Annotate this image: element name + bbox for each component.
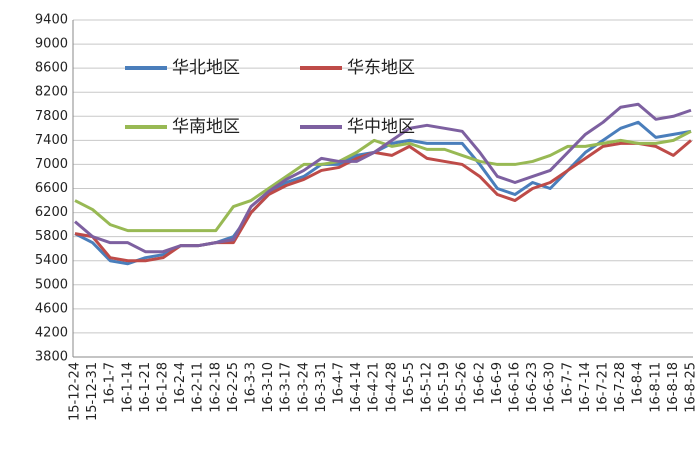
series-line bbox=[74, 102, 692, 254]
y-tick-label: 6200 bbox=[35, 205, 68, 220]
x-tick-label: 16-4-7 bbox=[332, 362, 347, 404]
x-tick-label: 16-3-24 bbox=[296, 362, 311, 413]
x-tick-label: 16-3-31 bbox=[314, 362, 329, 413]
y-tick-label: 9000 bbox=[35, 37, 68, 52]
x-tick-label: 16-7-7 bbox=[560, 362, 575, 404]
x-tick-label: 16-1-7 bbox=[103, 362, 118, 404]
x-tick-label: 16-2-11 bbox=[191, 362, 206, 413]
legend-label: 华北地区 bbox=[172, 58, 240, 78]
y-tick-label: 7000 bbox=[35, 157, 68, 172]
y-tick-label: 3800 bbox=[35, 350, 68, 365]
x-tick-label: 16-8-25 bbox=[684, 362, 699, 413]
y-tick-label: 5800 bbox=[35, 229, 68, 244]
x-tick-label: 16-4-21 bbox=[367, 362, 382, 413]
y-tick-label: 8600 bbox=[35, 61, 68, 76]
x-tick-label: 16-7-21 bbox=[596, 362, 611, 413]
x-tick-label: 16-2-4 bbox=[173, 362, 188, 404]
y-tick-label: 7800 bbox=[35, 109, 68, 124]
legend-label: 华中地区 bbox=[347, 117, 415, 137]
x-tick-label: 16-5-19 bbox=[437, 362, 452, 413]
x-tick-label: 15-12-24 bbox=[68, 362, 83, 421]
x-tick-label: 16-1-21 bbox=[138, 362, 153, 413]
x-tick-label: 16-6-16 bbox=[508, 362, 523, 413]
y-tick-label: 4600 bbox=[35, 301, 68, 316]
x-tick-label: 16-3-3 bbox=[244, 362, 259, 404]
x-tick-label: 16-5-5 bbox=[402, 362, 417, 404]
y-tick-label: 8200 bbox=[35, 85, 68, 100]
x-tick-label: 16-3-10 bbox=[261, 362, 276, 413]
x-tick-label: 16-8-18 bbox=[666, 362, 681, 413]
y-tick-label: 5400 bbox=[35, 253, 68, 268]
legend-label: 华东地区 bbox=[347, 58, 415, 78]
x-tick-label: 16-2-18 bbox=[208, 362, 223, 413]
legend-label: 华南地区 bbox=[172, 117, 240, 137]
series-line bbox=[74, 139, 692, 263]
x-tick-label: 16-1-14 bbox=[120, 362, 135, 413]
y-tick-label: 6600 bbox=[35, 181, 68, 196]
x-tick-label: 15-12-31 bbox=[85, 362, 100, 421]
x-tick-label: 16-5-26 bbox=[455, 362, 470, 413]
x-tick-label: 16-4-28 bbox=[384, 362, 399, 413]
x-tick-label: 16-4-14 bbox=[349, 362, 364, 413]
y-tick-label: 4200 bbox=[35, 325, 68, 340]
x-tick-label: 16-6-23 bbox=[525, 362, 540, 413]
x-tick-label: 16-3-17 bbox=[279, 362, 294, 413]
x-tick-label: 16-5-12 bbox=[420, 362, 435, 413]
x-tick-label: 16-6-2 bbox=[472, 362, 487, 404]
x-tick-label: 16-7-14 bbox=[578, 362, 593, 413]
x-tick-label: 16-1-28 bbox=[156, 362, 171, 413]
y-tick-label: 9400 bbox=[35, 13, 68, 28]
x-tick-label: 16-8-4 bbox=[631, 362, 646, 404]
x-tick-label: 16-8-11 bbox=[648, 362, 663, 413]
series-line bbox=[74, 129, 692, 233]
x-tick-label: 16-2-25 bbox=[226, 362, 241, 413]
x-tick-label: 16-6-9 bbox=[490, 362, 505, 404]
x-tick-label: 16-7-28 bbox=[613, 362, 628, 413]
x-tick-label: 16-6-30 bbox=[543, 362, 558, 413]
y-tick-label: 5000 bbox=[35, 277, 68, 292]
y-tick-label: 7400 bbox=[35, 133, 68, 148]
